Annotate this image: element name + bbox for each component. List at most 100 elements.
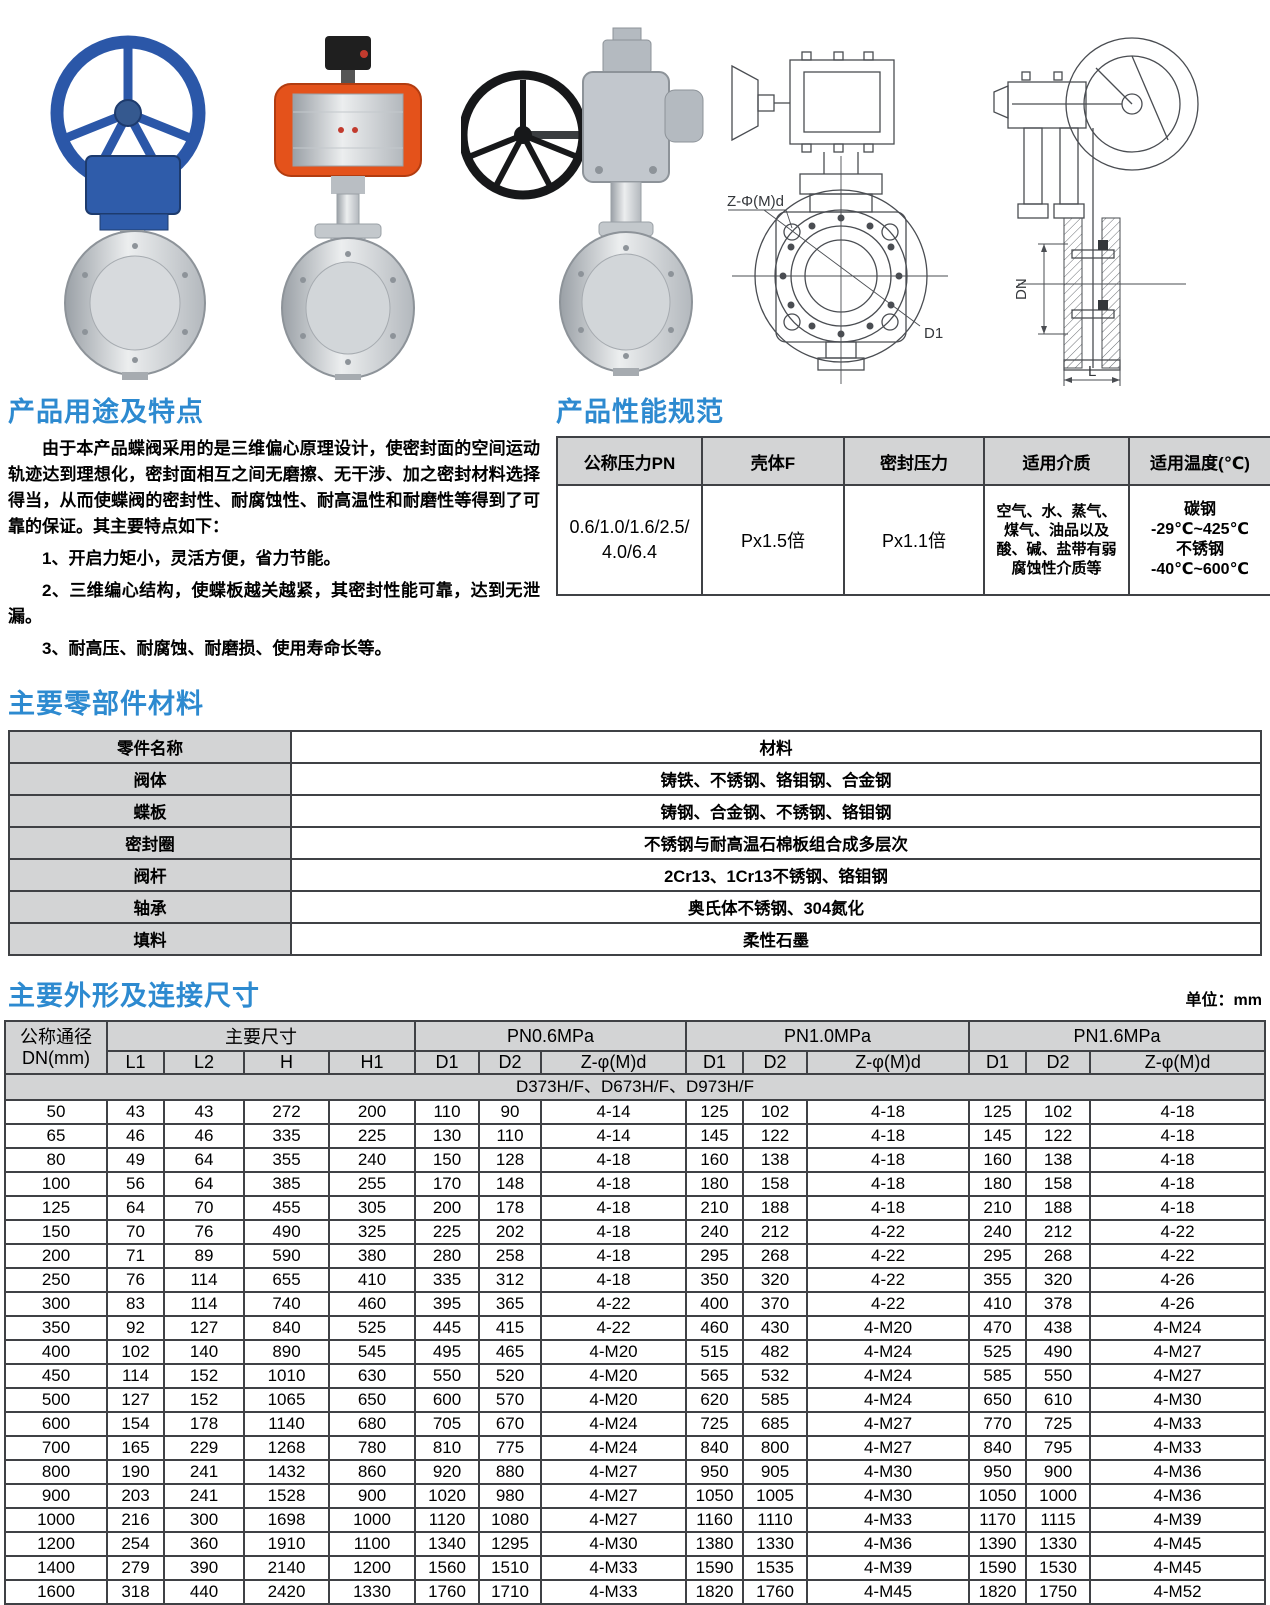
dimension-cell: 318 bbox=[106, 1579, 165, 1605]
dimension-cell: 550 bbox=[1025, 1363, 1092, 1389]
column-header-shell: 壳体F bbox=[701, 436, 845, 486]
material-cell: 奥氏体不锈钢、304氮化 bbox=[290, 890, 1262, 924]
dimension-cell: 780 bbox=[328, 1435, 416, 1461]
dimension-cell: 860 bbox=[328, 1459, 416, 1485]
dimension-cell: 775 bbox=[478, 1435, 542, 1461]
group-header-pn06: PN0.6MPa bbox=[413, 1020, 688, 1052]
dimension-cell: 4-18 bbox=[1089, 1171, 1266, 1197]
column-header: H1 bbox=[328, 1050, 416, 1075]
dimension-cell: 4-18 bbox=[1089, 1195, 1266, 1221]
dimension-cell: 1820 bbox=[685, 1579, 745, 1605]
dimension-cell: 585 bbox=[968, 1363, 1028, 1389]
dimension-cell: 395 bbox=[414, 1291, 480, 1317]
dimension-cell: 840 bbox=[968, 1435, 1028, 1461]
dimension-cell: 1170 bbox=[968, 1507, 1028, 1533]
dimension-cell: 4-M24 bbox=[539, 1435, 688, 1461]
dimension-cell: 216 bbox=[106, 1507, 165, 1533]
dimension-cell: 4-M27 bbox=[1089, 1339, 1266, 1365]
dimension-cell: 200 bbox=[328, 1099, 416, 1125]
dimension-cell: 1110 bbox=[742, 1507, 809, 1533]
dimensions-section: 主要外形及连接尺寸 单位：mm 公称通径 DN(mm) 主要尺寸 PN0.6MP… bbox=[0, 980, 1270, 1605]
dn-cell: 1000 bbox=[4, 1507, 108, 1533]
column-header-medium: 适用介质 bbox=[983, 436, 1130, 486]
dimension-cell: 71 bbox=[106, 1243, 165, 1269]
column-header-temp: 适用温度(℃) bbox=[1128, 436, 1270, 486]
dn-cell: 1400 bbox=[4, 1555, 108, 1581]
dimension-cell: 102 bbox=[1025, 1099, 1092, 1125]
drawing-front-view: Z-Φ(M)d D1 bbox=[727, 51, 948, 384]
dimension-cell: 550 bbox=[414, 1363, 480, 1389]
dimension-cell: 268 bbox=[1025, 1243, 1092, 1269]
unit-note: 单位：mm bbox=[1185, 992, 1262, 1009]
dimension-cell: 4-26 bbox=[1089, 1267, 1266, 1293]
column-header: D1 bbox=[685, 1050, 745, 1075]
temp-line: 碳钢 bbox=[1183, 501, 1216, 518]
dimension-cell: 880 bbox=[478, 1459, 542, 1485]
table-row: 1600 318 440 2420 1330 1760 1710 4-M33 1820 1760 4… bbox=[4, 1579, 1266, 1605]
table-row: 100 56 64 385 255 170 148 4-18 180 158 4-18 180 158 4… bbox=[4, 1171, 1266, 1197]
dimension-cell: 280 bbox=[414, 1243, 480, 1269]
dimension-cell: 355 bbox=[243, 1147, 330, 1173]
material-cell: 铸铁、不锈钢、铬钼钢、合金钢 bbox=[290, 762, 1262, 796]
dimension-cell: 482 bbox=[742, 1339, 809, 1365]
dimension-cell: 240 bbox=[968, 1219, 1028, 1245]
features-intro: 由于本产品蝶阀采用的是三维偏心原理设计，使密封面的空间运动轨迹达到理想化，密封面… bbox=[8, 439, 540, 536]
dimension-cell: 1535 bbox=[742, 1555, 809, 1581]
dn-cell: 1600 bbox=[4, 1579, 108, 1605]
dimension-cell: 525 bbox=[968, 1339, 1028, 1365]
dimension-cell: 130 bbox=[414, 1123, 480, 1149]
dimension-cell: 980 bbox=[478, 1483, 542, 1509]
dimension-cell: 114 bbox=[163, 1267, 245, 1293]
table-row: 700 165 229 1268 780 810 775 4-M24 840 800 4-M27 84… bbox=[4, 1435, 1266, 1461]
dimension-cell: 212 bbox=[742, 1219, 809, 1245]
feature-item-3: 3、耐高压、耐腐蚀、耐磨损、使用寿命长等。 bbox=[42, 639, 392, 658]
dimension-cell: 1100 bbox=[328, 1531, 416, 1557]
table-row: 125 64 70 455 305 200 178 4-18 210 188 4-18 210 188 4… bbox=[4, 1195, 1266, 1221]
dimension-cell: 4-18 bbox=[539, 1219, 688, 1245]
dimension-cell: 4-18 bbox=[539, 1147, 688, 1173]
material-cell: 2Cr13、1Cr13不锈钢、铬钼钢 bbox=[290, 858, 1262, 892]
dimension-cell: 950 bbox=[968, 1459, 1028, 1485]
dimension-cell: 70 bbox=[106, 1219, 165, 1245]
dimension-cell: 440 bbox=[163, 1579, 245, 1605]
dimension-cell: 1530 bbox=[1025, 1555, 1092, 1581]
dimension-cell: 300 bbox=[163, 1507, 245, 1533]
dimension-cell: 64 bbox=[163, 1147, 245, 1173]
column-header: L2 bbox=[163, 1050, 245, 1075]
dimension-cell: 4-M27 bbox=[806, 1411, 971, 1437]
dimension-cell: 725 bbox=[1025, 1411, 1092, 1437]
dn-cell: 500 bbox=[4, 1387, 108, 1413]
dimension-cell: 148 bbox=[478, 1171, 542, 1197]
column-header: H bbox=[243, 1050, 330, 1075]
column-header-part: 零件名称 bbox=[8, 730, 292, 764]
dimension-cell: 4-14 bbox=[539, 1123, 688, 1149]
dimension-cell: 1115 bbox=[1025, 1507, 1092, 1533]
column-header: D2 bbox=[1025, 1050, 1092, 1075]
dimension-cell: 620 bbox=[685, 1387, 745, 1413]
dimension-cell: 4-18 bbox=[1089, 1147, 1266, 1173]
dimension-cell: 4-22 bbox=[806, 1291, 971, 1317]
dimension-cell: 240 bbox=[685, 1219, 745, 1245]
table-row: 填料 柔性石墨 bbox=[8, 922, 1262, 956]
dimension-cell: 255 bbox=[328, 1171, 416, 1197]
column-header: D1 bbox=[968, 1050, 1028, 1075]
dimension-cell: 89 bbox=[163, 1243, 245, 1269]
dimension-cell: 380 bbox=[328, 1243, 416, 1269]
dimension-cell: 1760 bbox=[742, 1579, 809, 1605]
table-row: 250 76 114 655 410 335 312 4-18 350 320 4-22 355 320… bbox=[4, 1267, 1266, 1293]
dimension-cell: 295 bbox=[968, 1243, 1028, 1269]
dimension-cell: 1000 bbox=[1025, 1483, 1092, 1509]
column-header: Z-φ(M)d bbox=[539, 1050, 688, 1075]
material-cell: 铸钢、合金钢、不锈钢、铬钼钢 bbox=[290, 794, 1262, 828]
group-header-main-dims: 主要尺寸 bbox=[106, 1020, 416, 1052]
dimension-cell: 90 bbox=[478, 1099, 542, 1125]
column-header: Z-φ(M)d bbox=[1089, 1050, 1266, 1075]
dimension-cell: 900 bbox=[328, 1483, 416, 1509]
dimension-cell: 229 bbox=[163, 1435, 245, 1461]
photo-electric-valve bbox=[461, 27, 704, 376]
dn-cell: 800 bbox=[4, 1459, 108, 1485]
dimension-cell: 460 bbox=[685, 1315, 745, 1341]
column-header: D1 bbox=[414, 1050, 480, 1075]
dn-cell: 1200 bbox=[4, 1531, 108, 1557]
dimension-cell: 4-M36 bbox=[1089, 1483, 1266, 1509]
